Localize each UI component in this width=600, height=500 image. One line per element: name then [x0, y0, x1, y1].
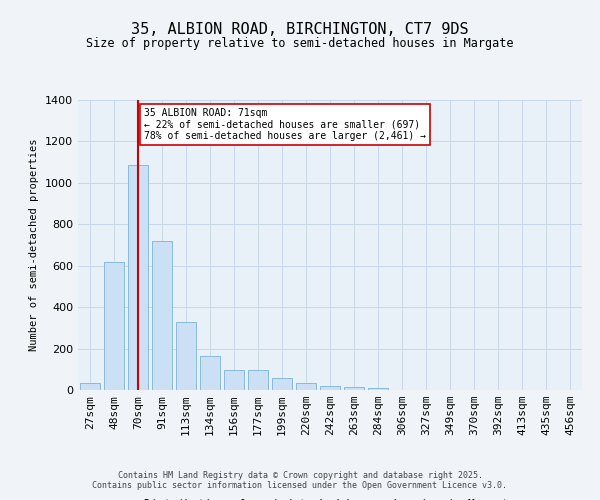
Bar: [176, 322, 196, 390]
Bar: [224, 370, 244, 390]
Bar: [104, 262, 124, 390]
Bar: [344, 387, 364, 390]
Bar: [128, 166, 148, 390]
Bar: [272, 378, 292, 390]
Bar: [80, 383, 100, 390]
Bar: [200, 356, 220, 390]
Bar: [248, 370, 268, 390]
Text: 35 ALBION ROAD: 71sqm
← 22% of semi-detached houses are smaller (697)
78% of sem: 35 ALBION ROAD: 71sqm ← 22% of semi-deta…: [144, 108, 426, 142]
X-axis label: Distribution of semi-detached houses by size in Margate: Distribution of semi-detached houses by …: [145, 499, 515, 500]
Y-axis label: Number of semi-detached properties: Number of semi-detached properties: [29, 138, 40, 352]
Text: Contains HM Land Registry data © Crown copyright and database right 2025.
Contai: Contains HM Land Registry data © Crown c…: [92, 470, 508, 490]
Text: 35, ALBION ROAD, BIRCHINGTON, CT7 9DS: 35, ALBION ROAD, BIRCHINGTON, CT7 9DS: [131, 22, 469, 38]
Bar: [152, 241, 172, 390]
Bar: [368, 388, 388, 390]
Bar: [320, 386, 340, 390]
Text: Size of property relative to semi-detached houses in Margate: Size of property relative to semi-detach…: [86, 38, 514, 51]
Bar: [296, 383, 316, 390]
